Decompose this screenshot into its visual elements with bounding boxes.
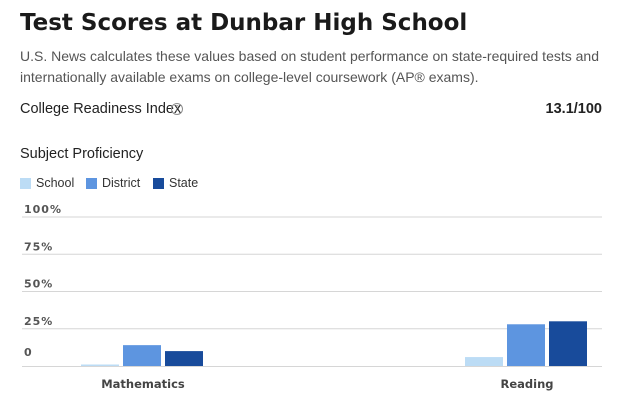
y-tick-label-100: 100% (24, 203, 62, 216)
info-circle-icon[interactable]: ? (171, 103, 183, 115)
college-readiness-label: College Readiness Index (20, 101, 182, 117)
legend-label-district: District (102, 176, 141, 190)
y-tick-label-75: 75% (24, 240, 53, 253)
bar-mathematics-school (81, 364, 119, 366)
bar-reading-state (549, 321, 587, 366)
bar-mathematics-state (165, 351, 203, 366)
college-readiness-value: 13.1/100 (545, 101, 602, 117)
x-category-label-reading: Reading (500, 377, 553, 391)
page-title: Test Scores at Dunbar High School (20, 10, 468, 36)
legend-label-state: State (169, 176, 199, 190)
legend-swatch-school (20, 178, 31, 189)
y-tick-label-25: 25% (24, 315, 53, 328)
x-category-label-mathematics: Mathematics (101, 377, 185, 391)
college-readiness-row: College Readiness Index ? 13.1/100 (20, 98, 602, 120)
bar-mathematics-district (123, 345, 161, 366)
subject-proficiency-heading: Subject Proficiency (20, 146, 144, 162)
y-tick-label-50: 50% (24, 278, 53, 291)
y-tick-label-0: 0 (24, 346, 33, 359)
legend-swatch-district (86, 178, 97, 189)
legend-label-school: School (36, 176, 75, 190)
legend-swatch-state (153, 178, 164, 189)
bar-reading-school (465, 357, 503, 366)
subject-proficiency-chart: 100% 75% 50% 25% 0 Mathematics Reading (22, 203, 602, 391)
bar-reading-district (507, 324, 545, 366)
page-description: U.S. News calculates these values based … (20, 48, 599, 85)
